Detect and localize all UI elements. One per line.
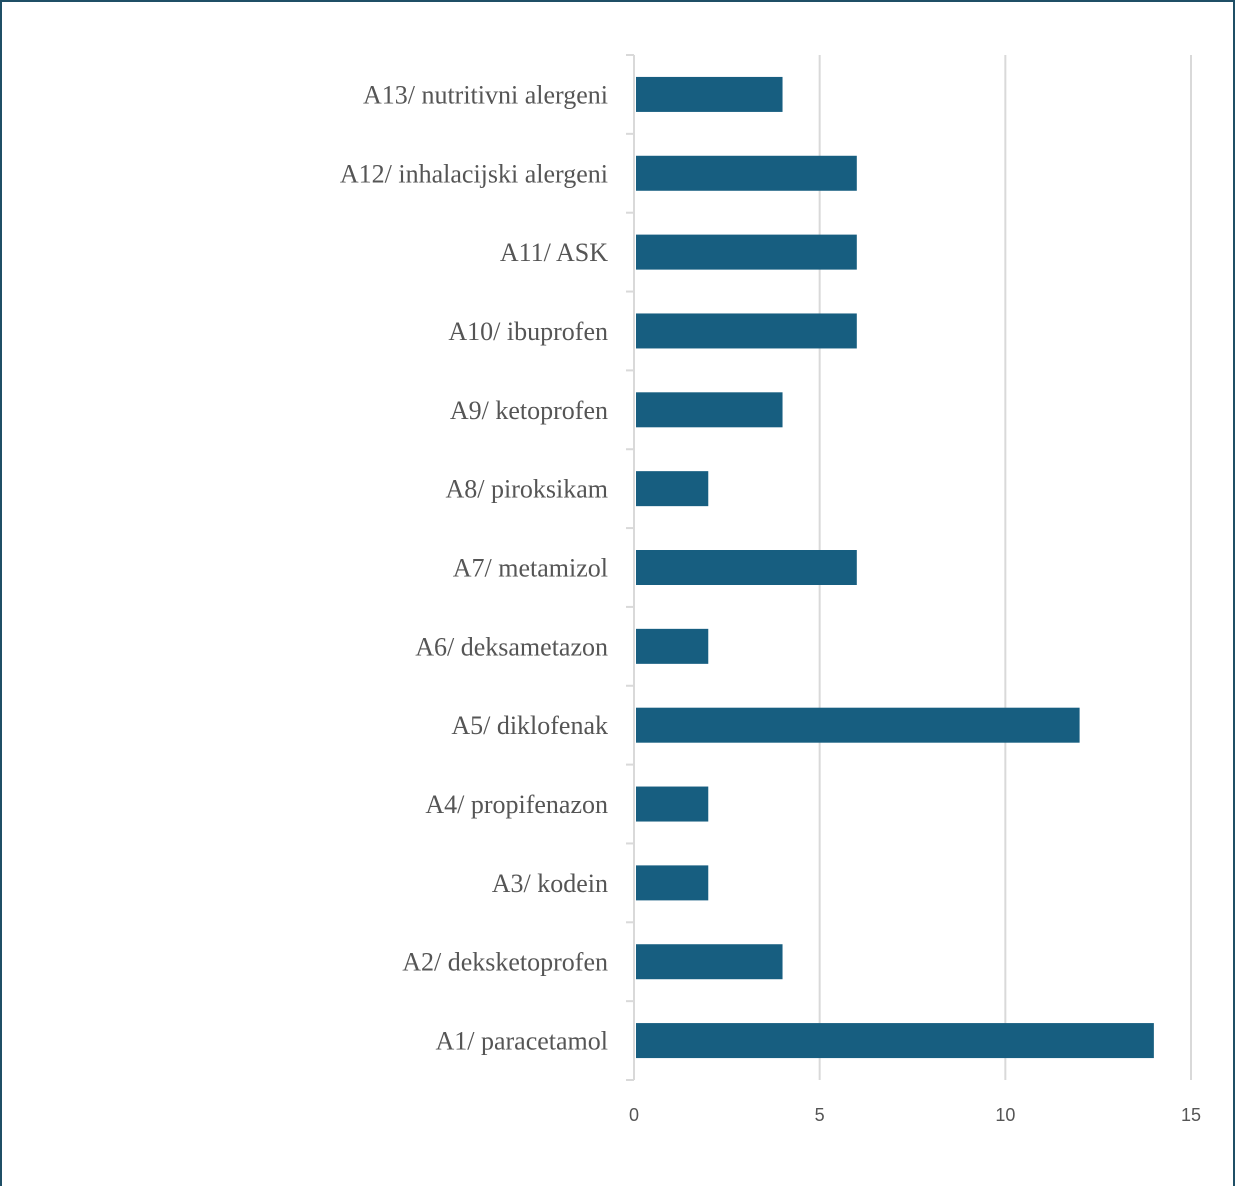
category-label: A3/ kodein <box>492 869 608 898</box>
category-label: A1/ paracetamol <box>435 1027 608 1056</box>
category-axis <box>626 54 635 1081</box>
category-label: A6/ deksametazon <box>415 632 608 661</box>
category-label: A12/ inhalacijski alergeni <box>340 159 608 188</box>
bar <box>636 944 783 980</box>
x-tick-label: 15 <box>1181 1105 1201 1125</box>
bar <box>636 786 709 822</box>
category-label: A9/ ketoprofen <box>450 396 608 425</box>
category-label: A4/ propifenazon <box>425 790 608 819</box>
category-label: A7/ metamizol <box>453 554 608 583</box>
category-label: A13/ nutritivni alergeni <box>363 80 608 109</box>
bar <box>636 707 1080 743</box>
bar <box>636 1023 1154 1059</box>
bar <box>636 550 857 585</box>
category-label: A8/ piroksikam <box>446 475 609 504</box>
category-label: A5/ diklofenak <box>451 711 608 740</box>
category-label: A2/ deksketoprofen <box>402 948 608 977</box>
category-label: A10/ ibuprofen <box>448 317 608 346</box>
x-tick-label: 5 <box>815 1105 825 1125</box>
x-tick-label: 10 <box>995 1105 1015 1125</box>
gridlines <box>818 55 1192 1080</box>
category-labels: A13/ nutritivni alergeni A12/ inhalacijsk… <box>340 80 608 1055</box>
x-tick-labels: 0 5 10 15 <box>629 1105 1201 1125</box>
bar <box>636 76 783 112</box>
bar <box>636 313 857 349</box>
bar <box>636 471 709 507</box>
category-label: A11/ ASK <box>500 238 608 267</box>
bar <box>636 392 783 428</box>
bar <box>636 155 857 191</box>
bar <box>636 865 709 901</box>
bar <box>636 234 857 270</box>
bars <box>636 76 1154 1059</box>
bar <box>636 628 709 664</box>
x-tick-label: 0 <box>629 1105 639 1125</box>
